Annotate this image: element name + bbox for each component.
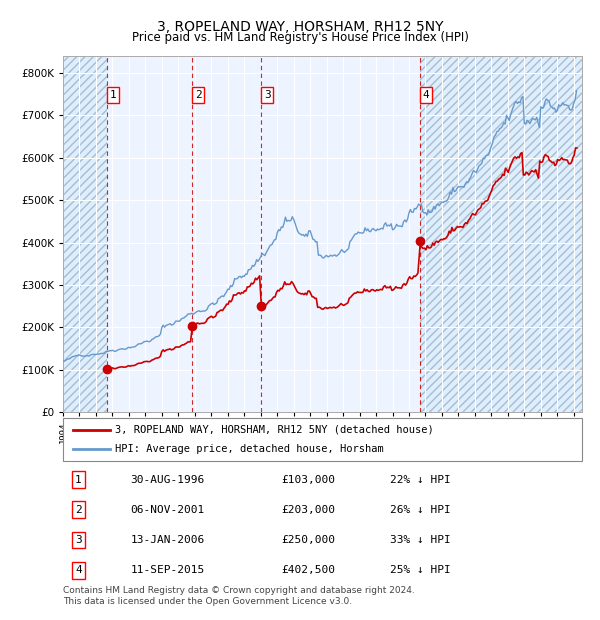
Text: 2: 2	[75, 505, 82, 515]
Text: Contains HM Land Registry data © Crown copyright and database right 2024.: Contains HM Land Registry data © Crown c…	[63, 586, 415, 595]
Text: 22% ↓ HPI: 22% ↓ HPI	[390, 474, 451, 484]
Text: 3, ROPELAND WAY, HORSHAM, RH12 5NY (detached house): 3, ROPELAND WAY, HORSHAM, RH12 5NY (deta…	[115, 425, 434, 435]
Text: 33% ↓ HPI: 33% ↓ HPI	[390, 535, 451, 545]
Text: £203,000: £203,000	[281, 505, 335, 515]
Text: 26% ↓ HPI: 26% ↓ HPI	[390, 505, 451, 515]
Text: 06-NOV-2001: 06-NOV-2001	[130, 505, 205, 515]
Text: 30-AUG-1996: 30-AUG-1996	[130, 474, 205, 484]
Text: Price paid vs. HM Land Registry's House Price Index (HPI): Price paid vs. HM Land Registry's House …	[131, 31, 469, 44]
Text: 2: 2	[195, 90, 202, 100]
Text: 3: 3	[75, 535, 82, 545]
Text: £103,000: £103,000	[281, 474, 335, 484]
Text: 11-SEP-2015: 11-SEP-2015	[130, 565, 205, 575]
Text: This data is licensed under the Open Government Licence v3.0.: This data is licensed under the Open Gov…	[63, 597, 352, 606]
Text: £402,500: £402,500	[281, 565, 335, 575]
Bar	[421, 56, 582, 412]
Bar	[63, 56, 107, 412]
Text: 4: 4	[423, 90, 430, 100]
Text: 1: 1	[109, 90, 116, 100]
Text: 1: 1	[75, 474, 82, 484]
Text: HPI: Average price, detached house, Horsham: HPI: Average price, detached house, Hors…	[115, 445, 383, 454]
Text: £250,000: £250,000	[281, 535, 335, 545]
Text: 3, ROPELAND WAY, HORSHAM, RH12 5NY: 3, ROPELAND WAY, HORSHAM, RH12 5NY	[157, 20, 443, 34]
FancyBboxPatch shape	[63, 418, 582, 461]
Text: 13-JAN-2006: 13-JAN-2006	[130, 535, 205, 545]
Text: 4: 4	[75, 565, 82, 575]
Text: 3: 3	[264, 90, 271, 100]
Text: 25% ↓ HPI: 25% ↓ HPI	[390, 565, 451, 575]
